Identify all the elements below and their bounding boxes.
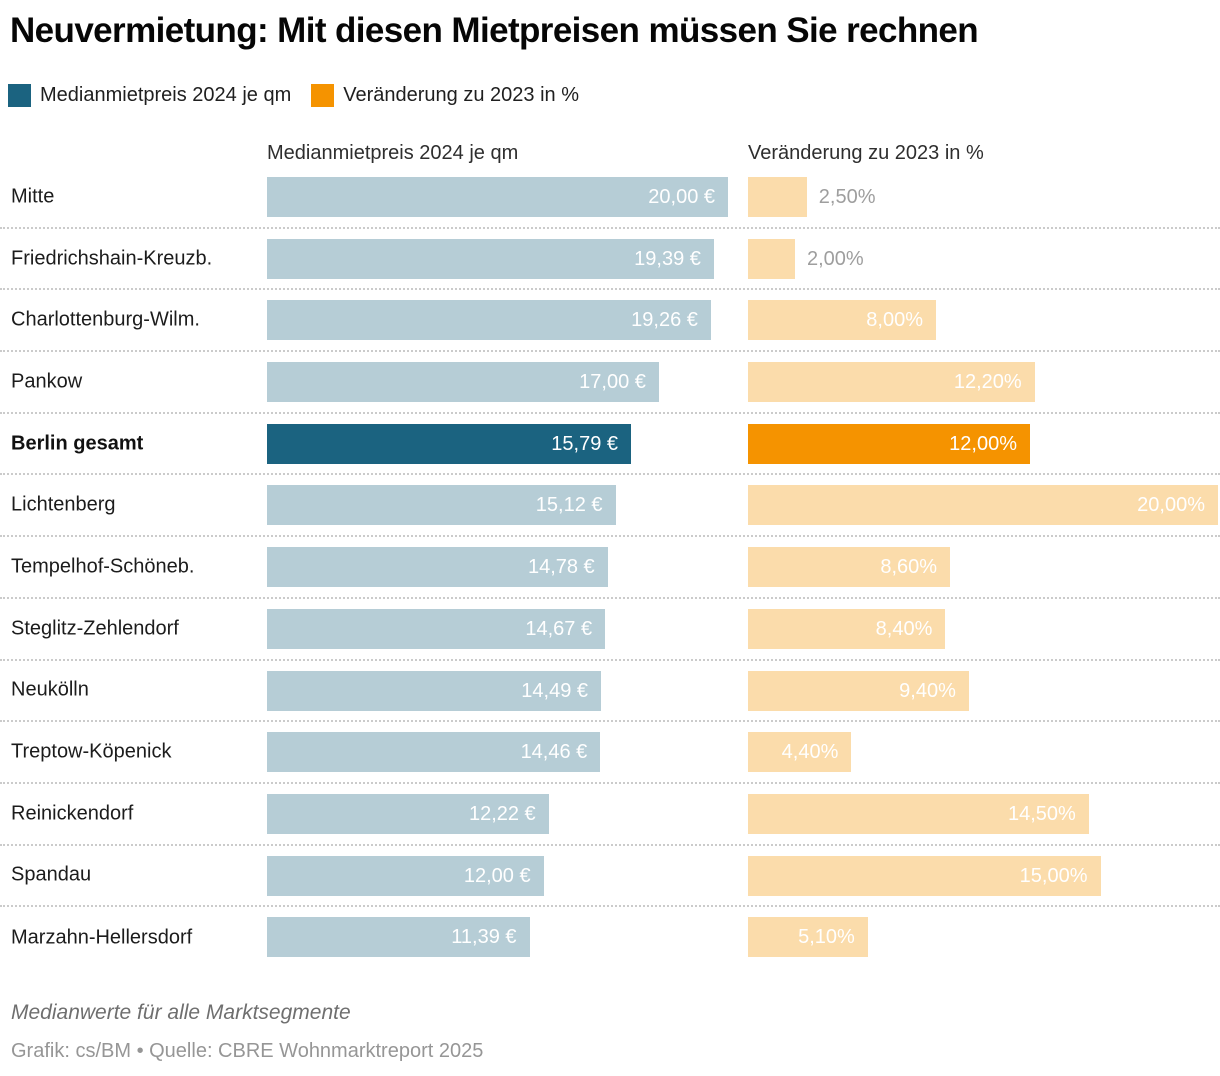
price-bar: 19,39 € [267,238,714,279]
column-headers: Medianmietpreis 2024 je qm Veränderung z… [0,142,1220,170]
chart-row: Reinickendorf 12,22 € 14,50% [0,784,1220,846]
change-bar: 4,40% [748,732,852,773]
district-label: Treptow-Köpenick [11,740,172,763]
chart-row: Marzahn-Hellersdorf 11,39 € 5,10% [0,907,1220,969]
price-bar: 14,46 € [267,732,601,773]
district-label: Berlin gesamt [11,432,144,455]
chart-source-credit: Grafik: cs/BM • Quelle: CBRE Wohnmarktre… [11,1040,484,1062]
change-bar: 14,50% [748,793,1089,834]
district-label: Lichtenberg [11,493,116,516]
legend-item-change: Veränderung zu 2023 in % [311,84,579,107]
chart-footnote: Medianwerte für alle Marktsegmente [11,1001,351,1024]
price-bar: 11,39 € [267,917,530,958]
chart-row: Neukölln 14,49 € 9,40% [0,661,1220,723]
chart-row: Friedrichshain-Kreuzb. 19,39 € 2,00% [0,229,1220,291]
change-bar: 12,20% [748,362,1035,403]
chart-row: Lichtenberg 15,12 € 20,00% [0,475,1220,538]
chart-title: Neuvermietung: Mit diesen Mietpreisen mü… [10,11,979,50]
price-bar: 14,78 € [267,547,608,588]
price-bar: 14,49 € [267,670,601,711]
district-label: Pankow [11,370,83,393]
district-label: Mitte [11,185,55,208]
change-legend-label: Veränderung zu 2023 in % [343,84,579,106]
district-label: Steglitz-Zehlendorf [11,617,179,640]
chart-row: Spandau 12,00 € 15,00% [0,846,1220,908]
change-value-outside: 2,50% [818,186,876,208]
change-column-header: Veränderung zu 2023 in % [748,142,984,164]
chart-row: Charlottenburg-Wilm. 19,26 € 8,00% [0,290,1220,353]
district-label: Spandau [11,863,92,886]
price-bar: 14,67 € [267,608,606,649]
legend-item-price: Medianmietpreis 2024 je qm [8,84,291,107]
district-label: Tempelhof-Schöneb. [11,555,195,578]
chart-rows: Mitte 20,00 € 2,50% Friedrichshain-Kreuzb. 1… [0,167,1220,969]
change-bar: 15,00% [748,855,1101,896]
change-bar: 9,40% [748,670,969,711]
change-bar: 8,40% [748,608,946,649]
price-bar: 12,00 € [267,855,544,896]
change-bar: 8,60% [748,547,951,588]
chart-row: Treptow-Köpenick 14,46 € 4,40% [0,722,1220,784]
change-bar [748,177,807,217]
price-bar: 20,00 € [267,177,728,217]
price-legend-label: Medianmietpreis 2024 je qm [40,84,292,106]
district-label: Reinickendorf [11,802,134,825]
change-bar: 20,00% [748,485,1218,526]
change-bar: 8,00% [748,300,936,341]
district-label: Neukölln [11,678,89,701]
price-legend-swatch [8,84,31,107]
chart-row: Tempelhof-Schöneb. 14,78 € 8,60% [0,537,1220,599]
chart-row: Pankow 17,00 € 12,20% [0,352,1220,414]
change-bar: 5,10% [748,917,868,958]
chart-row: Berlin gesamt 15,79 € 12,00% [0,414,1220,476]
district-label: Friedrichshain-Kreuzb. [11,247,213,270]
district-label: Marzahn-Hellersdorf [11,926,193,949]
change-bar: 12,00% [748,423,1030,464]
price-bar: 17,00 € [267,362,659,403]
change-legend-swatch [311,84,335,107]
chart-row: Mitte 20,00 € 2,50% [0,167,1220,229]
district-label: Charlottenburg-Wilm. [11,308,200,331]
price-column-header: Medianmietpreis 2024 je qm [267,142,519,164]
price-bar: 19,26 € [267,300,711,341]
change-value-outside: 2,00% [807,247,864,270]
price-bar: 15,12 € [267,485,616,526]
legend: Medianmietpreis 2024 je qm Veränderung z… [8,84,599,107]
change-bar [748,238,795,279]
chart-row: Steglitz-Zehlendorf 14,67 € 8,40% [0,599,1220,661]
price-bar: 15,79 € [267,423,631,464]
price-bar: 12,22 € [267,793,549,834]
